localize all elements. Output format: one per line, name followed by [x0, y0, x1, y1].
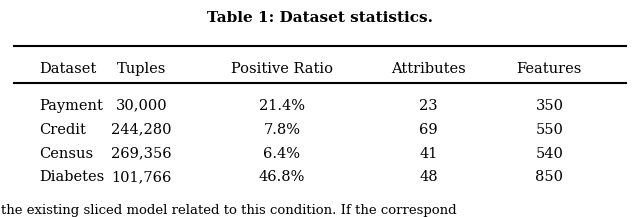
Text: 30,000: 30,000	[116, 99, 168, 113]
Text: 41: 41	[419, 147, 438, 161]
Text: Credit: Credit	[40, 123, 86, 137]
Text: Attributes: Attributes	[391, 62, 466, 76]
Text: 6.4%: 6.4%	[263, 147, 300, 161]
Text: Payment: Payment	[40, 99, 104, 113]
Text: Census: Census	[40, 147, 93, 161]
Text: 23: 23	[419, 99, 438, 113]
Text: Features: Features	[516, 62, 582, 76]
Text: 350: 350	[536, 99, 563, 113]
Text: 850: 850	[536, 170, 563, 184]
Text: the existing sliced model related to this condition. If the correspond: the existing sliced model related to thi…	[1, 204, 457, 217]
Text: Tuples: Tuples	[117, 62, 166, 76]
Text: Dataset: Dataset	[40, 62, 97, 76]
Text: Table 1: Dataset statistics.: Table 1: Dataset statistics.	[207, 11, 433, 25]
Text: 7.8%: 7.8%	[263, 123, 300, 137]
Text: 69: 69	[419, 123, 438, 137]
Text: 540: 540	[536, 147, 563, 161]
Text: Positive Ratio: Positive Ratio	[231, 62, 333, 76]
Text: 101,766: 101,766	[111, 170, 172, 184]
Text: 46.8%: 46.8%	[259, 170, 305, 184]
Text: 550: 550	[536, 123, 563, 137]
Text: 48: 48	[419, 170, 438, 184]
Text: 269,356: 269,356	[111, 147, 172, 161]
Text: Diabetes: Diabetes	[40, 170, 105, 184]
Text: 244,280: 244,280	[111, 123, 172, 137]
Text: 21.4%: 21.4%	[259, 99, 305, 113]
